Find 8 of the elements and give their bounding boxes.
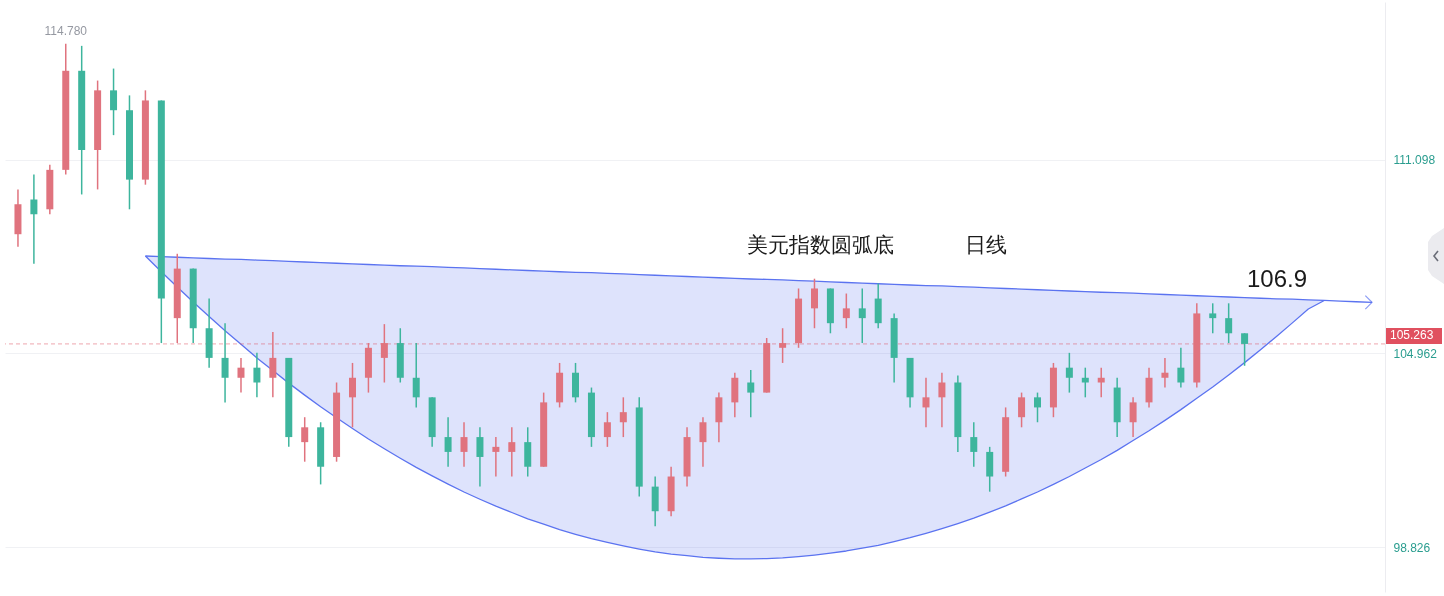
y-tick-label: 98.826 — [1393, 540, 1431, 555]
annotation: 114.780 — [44, 23, 88, 38]
annotation: 106.9 — [1247, 265, 1308, 292]
annotation: 美元指数圆弧底 — [747, 233, 894, 256]
y-tick-label: 104.962 — [1393, 346, 1438, 361]
annotation: 日线 — [965, 233, 1007, 256]
ref-line-label: 105.263 — [1390, 327, 1434, 342]
y-tick-label: 111.098 — [1393, 153, 1436, 168]
